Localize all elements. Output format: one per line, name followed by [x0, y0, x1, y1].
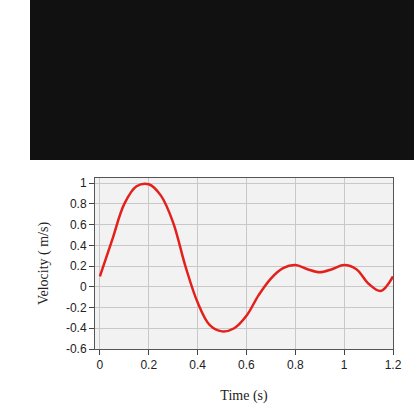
svg-text:0.6: 0.6 — [70, 218, 87, 232]
svg-text:0: 0 — [80, 280, 87, 294]
svg-text:-0.6: -0.6 — [66, 342, 87, 356]
svg-text:Time (s): Time (s) — [220, 388, 268, 404]
svg-text:0.4: 0.4 — [189, 358, 206, 372]
svg-text:1: 1 — [341, 358, 348, 372]
svg-text:-0.4: -0.4 — [66, 321, 87, 335]
svg-text:0.2: 0.2 — [70, 259, 87, 273]
svg-text:0.8: 0.8 — [70, 197, 87, 211]
svg-text:Velocity ( m/s): Velocity ( m/s) — [36, 222, 52, 306]
svg-text:1.2: 1.2 — [385, 358, 402, 372]
svg-text:1: 1 — [80, 176, 87, 190]
svg-text:0: 0 — [97, 358, 104, 372]
svg-text:0.4: 0.4 — [70, 239, 87, 253]
svg-text:0.8: 0.8 — [287, 358, 304, 372]
svg-text:0.2: 0.2 — [140, 358, 157, 372]
svg-text:0.6: 0.6 — [238, 358, 255, 372]
svg-text:-0.2: -0.2 — [66, 301, 87, 315]
